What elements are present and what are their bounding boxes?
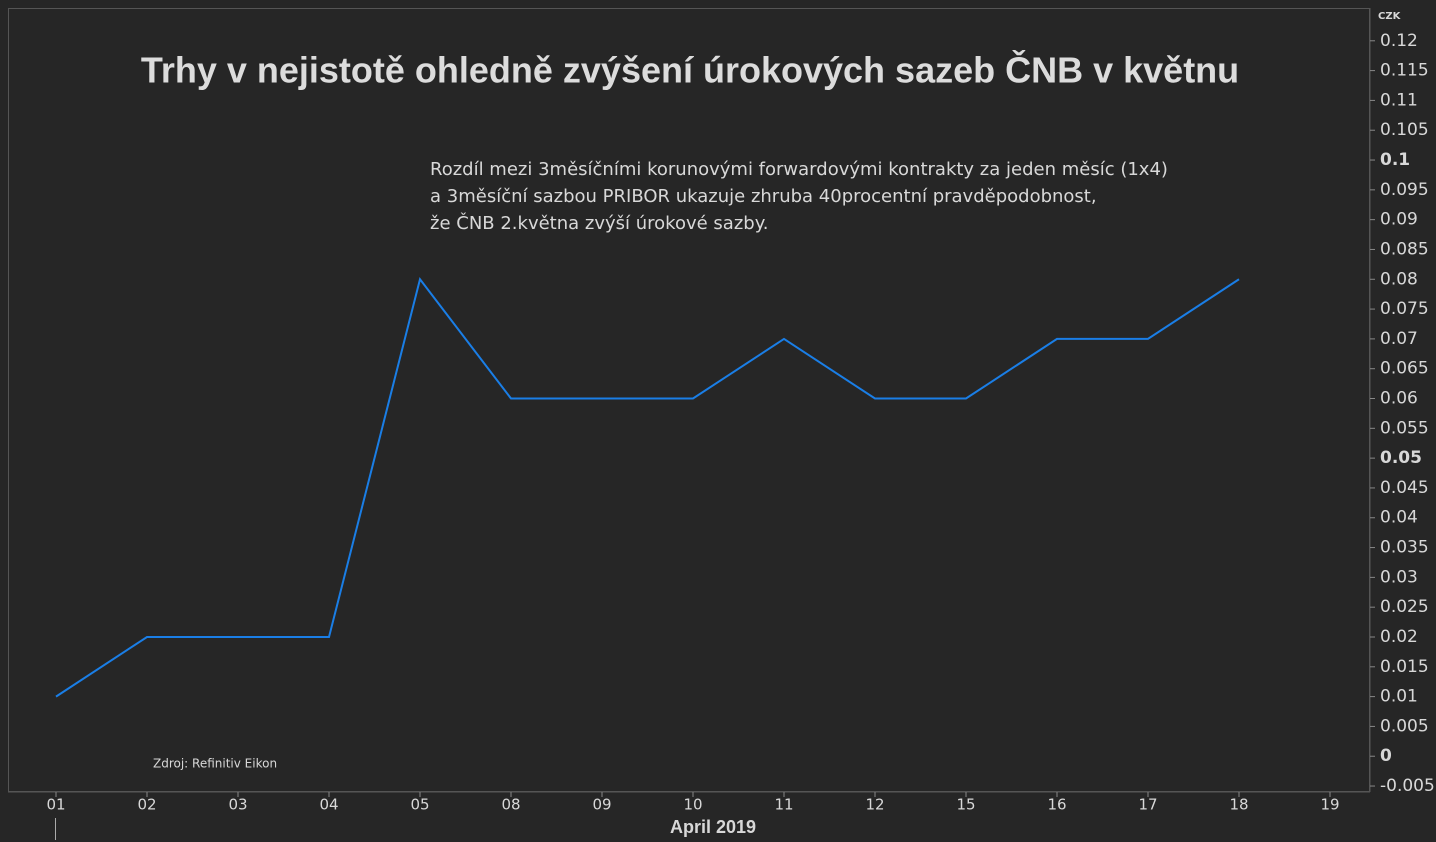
y-tick-label: 0.025 bbox=[1380, 597, 1429, 617]
y-tick-label: 0.075 bbox=[1380, 299, 1429, 319]
y-tick-label: 0.1 bbox=[1380, 150, 1410, 170]
y-tick-label: 0.03 bbox=[1380, 567, 1418, 587]
x-axis-label: April 2019 bbox=[670, 817, 756, 837]
x-tick-label: 04 bbox=[319, 796, 338, 814]
y-tick-label: 0.09 bbox=[1380, 210, 1418, 230]
y-unit: CZK bbox=[1378, 11, 1402, 22]
x-tick-label: 08 bbox=[501, 796, 520, 814]
y-tick-label: 0.115 bbox=[1380, 61, 1429, 81]
x-tick-label: 12 bbox=[865, 796, 884, 814]
x-tick-label: 01 bbox=[46, 796, 65, 814]
annotation: a 3měsíční sazbou PRIBOR ukazuje zhruba … bbox=[430, 186, 1097, 207]
y-tick-label: 0.035 bbox=[1380, 538, 1429, 558]
x-tick-label: 16 bbox=[1047, 796, 1066, 814]
y-tick-label: 0.005 bbox=[1380, 716, 1429, 736]
y-tick-label: 0.07 bbox=[1380, 329, 1418, 349]
y-tick-label: 0.045 bbox=[1380, 478, 1429, 498]
x-tick-label: 02 bbox=[137, 796, 156, 814]
annotation: Rozdíl mezi 3měsíčními korunovými forwar… bbox=[430, 159, 1168, 180]
annotation: že ČNB 2.května zvýší úrokové sazby. bbox=[430, 212, 769, 234]
y-tick-label: 0.05 bbox=[1380, 448, 1422, 468]
series-line bbox=[55, 277, 1240, 698]
chart-title: Trhy v nejistotě ohledně zvýšení úrokový… bbox=[141, 49, 1239, 91]
y-tick-label: 0.12 bbox=[1380, 31, 1418, 51]
y-tick-label: 0.095 bbox=[1380, 180, 1429, 200]
x-tick-label: 19 bbox=[1320, 796, 1339, 814]
y-tick-label: 0 bbox=[1380, 746, 1392, 766]
x-tick-label: 03 bbox=[228, 796, 247, 814]
x-tick-label: 15 bbox=[956, 796, 975, 814]
y-tick-label: 0.06 bbox=[1380, 389, 1418, 409]
x-tick-label: 17 bbox=[1138, 796, 1157, 814]
y-tick-label: 0.11 bbox=[1380, 90, 1418, 110]
y-tick-label: 0.04 bbox=[1380, 508, 1418, 528]
y-tick-label: 0.02 bbox=[1380, 627, 1418, 647]
y-tick-label: 0.015 bbox=[1380, 657, 1429, 677]
x-tick-label: 05 bbox=[410, 796, 429, 814]
x-tick-label: 09 bbox=[592, 796, 611, 814]
x-tick-label: 10 bbox=[683, 796, 702, 814]
y-tick-label: 0.085 bbox=[1380, 239, 1429, 259]
y-tick-label: 0.065 bbox=[1380, 359, 1429, 379]
y-tick-label: 0.01 bbox=[1380, 687, 1418, 707]
x-tick-label: 11 bbox=[774, 796, 793, 814]
y-tick-label: -0.005 bbox=[1380, 776, 1435, 796]
x-tick-label: 18 bbox=[1229, 796, 1248, 814]
y-tick-label: 0.055 bbox=[1380, 418, 1429, 438]
y-tick-label: 0.105 bbox=[1380, 120, 1429, 140]
source-note: Zdroj: Refinitiv Eikon bbox=[153, 757, 277, 771]
y-tick-label: 0.08 bbox=[1380, 269, 1418, 289]
